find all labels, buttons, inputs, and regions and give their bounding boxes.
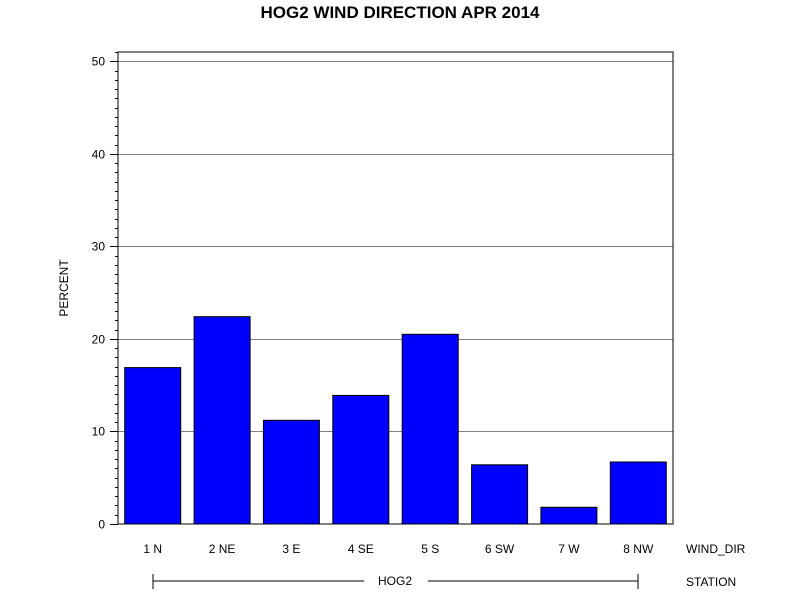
y-tick-label: 50	[92, 55, 106, 69]
bar	[609, 461, 667, 525]
y-tick-label: 30	[92, 240, 106, 254]
y-tick-label: 40	[92, 148, 106, 162]
bar	[401, 333, 459, 525]
group-label: HOG2	[378, 574, 412, 588]
x-axis-label: WIND_DIR	[686, 542, 746, 556]
x-tick-label: 7 W	[558, 542, 580, 556]
x-tick-label: 2 NE	[209, 542, 236, 556]
bar	[471, 464, 529, 525]
y-tick-label: 20	[92, 333, 106, 347]
bars	[124, 316, 667, 525]
x-tick-label: 5 S	[421, 542, 439, 556]
bar	[124, 367, 182, 525]
y-axis-label: PERCENT	[57, 259, 71, 317]
plot-frame	[117, 51, 674, 525]
chart-title: HOG2 WIND DIRECTION APR 2014	[261, 3, 541, 22]
x-tick-label: 8 NW	[623, 542, 654, 556]
bar	[193, 316, 251, 525]
x-tick-label: 1 N	[143, 542, 162, 556]
x-axis-labels: 1 N 2 NE 3 E 4 SE 5 S 6 SW 7 W 8 NW	[143, 542, 654, 556]
x-tick-label: 3 E	[282, 542, 300, 556]
x-tick-label: 6 SW	[485, 542, 515, 556]
y-axis-ticks: 0 10 20 30 40 50	[92, 55, 118, 532]
y-tick-label: 0	[98, 518, 105, 532]
x-tick-label: 4 SE	[348, 542, 374, 556]
group-axis-label: STATION	[686, 575, 736, 589]
bar	[540, 506, 598, 525]
bar	[262, 419, 320, 525]
y-tick-label: 10	[92, 425, 106, 439]
bar	[332, 394, 390, 525]
group-bracket	[152, 574, 639, 589]
